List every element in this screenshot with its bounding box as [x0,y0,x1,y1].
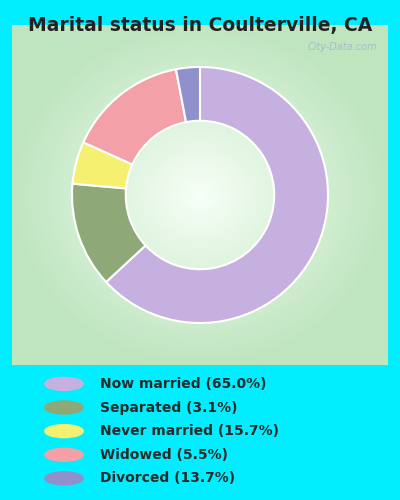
Text: Separated (3.1%): Separated (3.1%) [100,400,238,414]
Wedge shape [106,67,328,323]
Circle shape [45,401,83,414]
Circle shape [45,448,83,462]
Wedge shape [176,67,200,122]
Text: Widowed (5.5%): Widowed (5.5%) [100,448,228,462]
Text: Divorced (13.7%): Divorced (13.7%) [100,472,235,486]
Wedge shape [72,142,132,188]
Circle shape [45,424,83,438]
Text: Marital status in Coulterville, CA: Marital status in Coulterville, CA [28,16,372,36]
Wedge shape [83,70,186,164]
Circle shape [45,472,83,485]
Text: Never married (15.7%): Never married (15.7%) [100,424,279,438]
Text: City-Data.com: City-Data.com [307,42,377,52]
Text: Now married (65.0%): Now married (65.0%) [100,377,266,391]
Circle shape [45,378,83,390]
Wedge shape [72,184,146,282]
